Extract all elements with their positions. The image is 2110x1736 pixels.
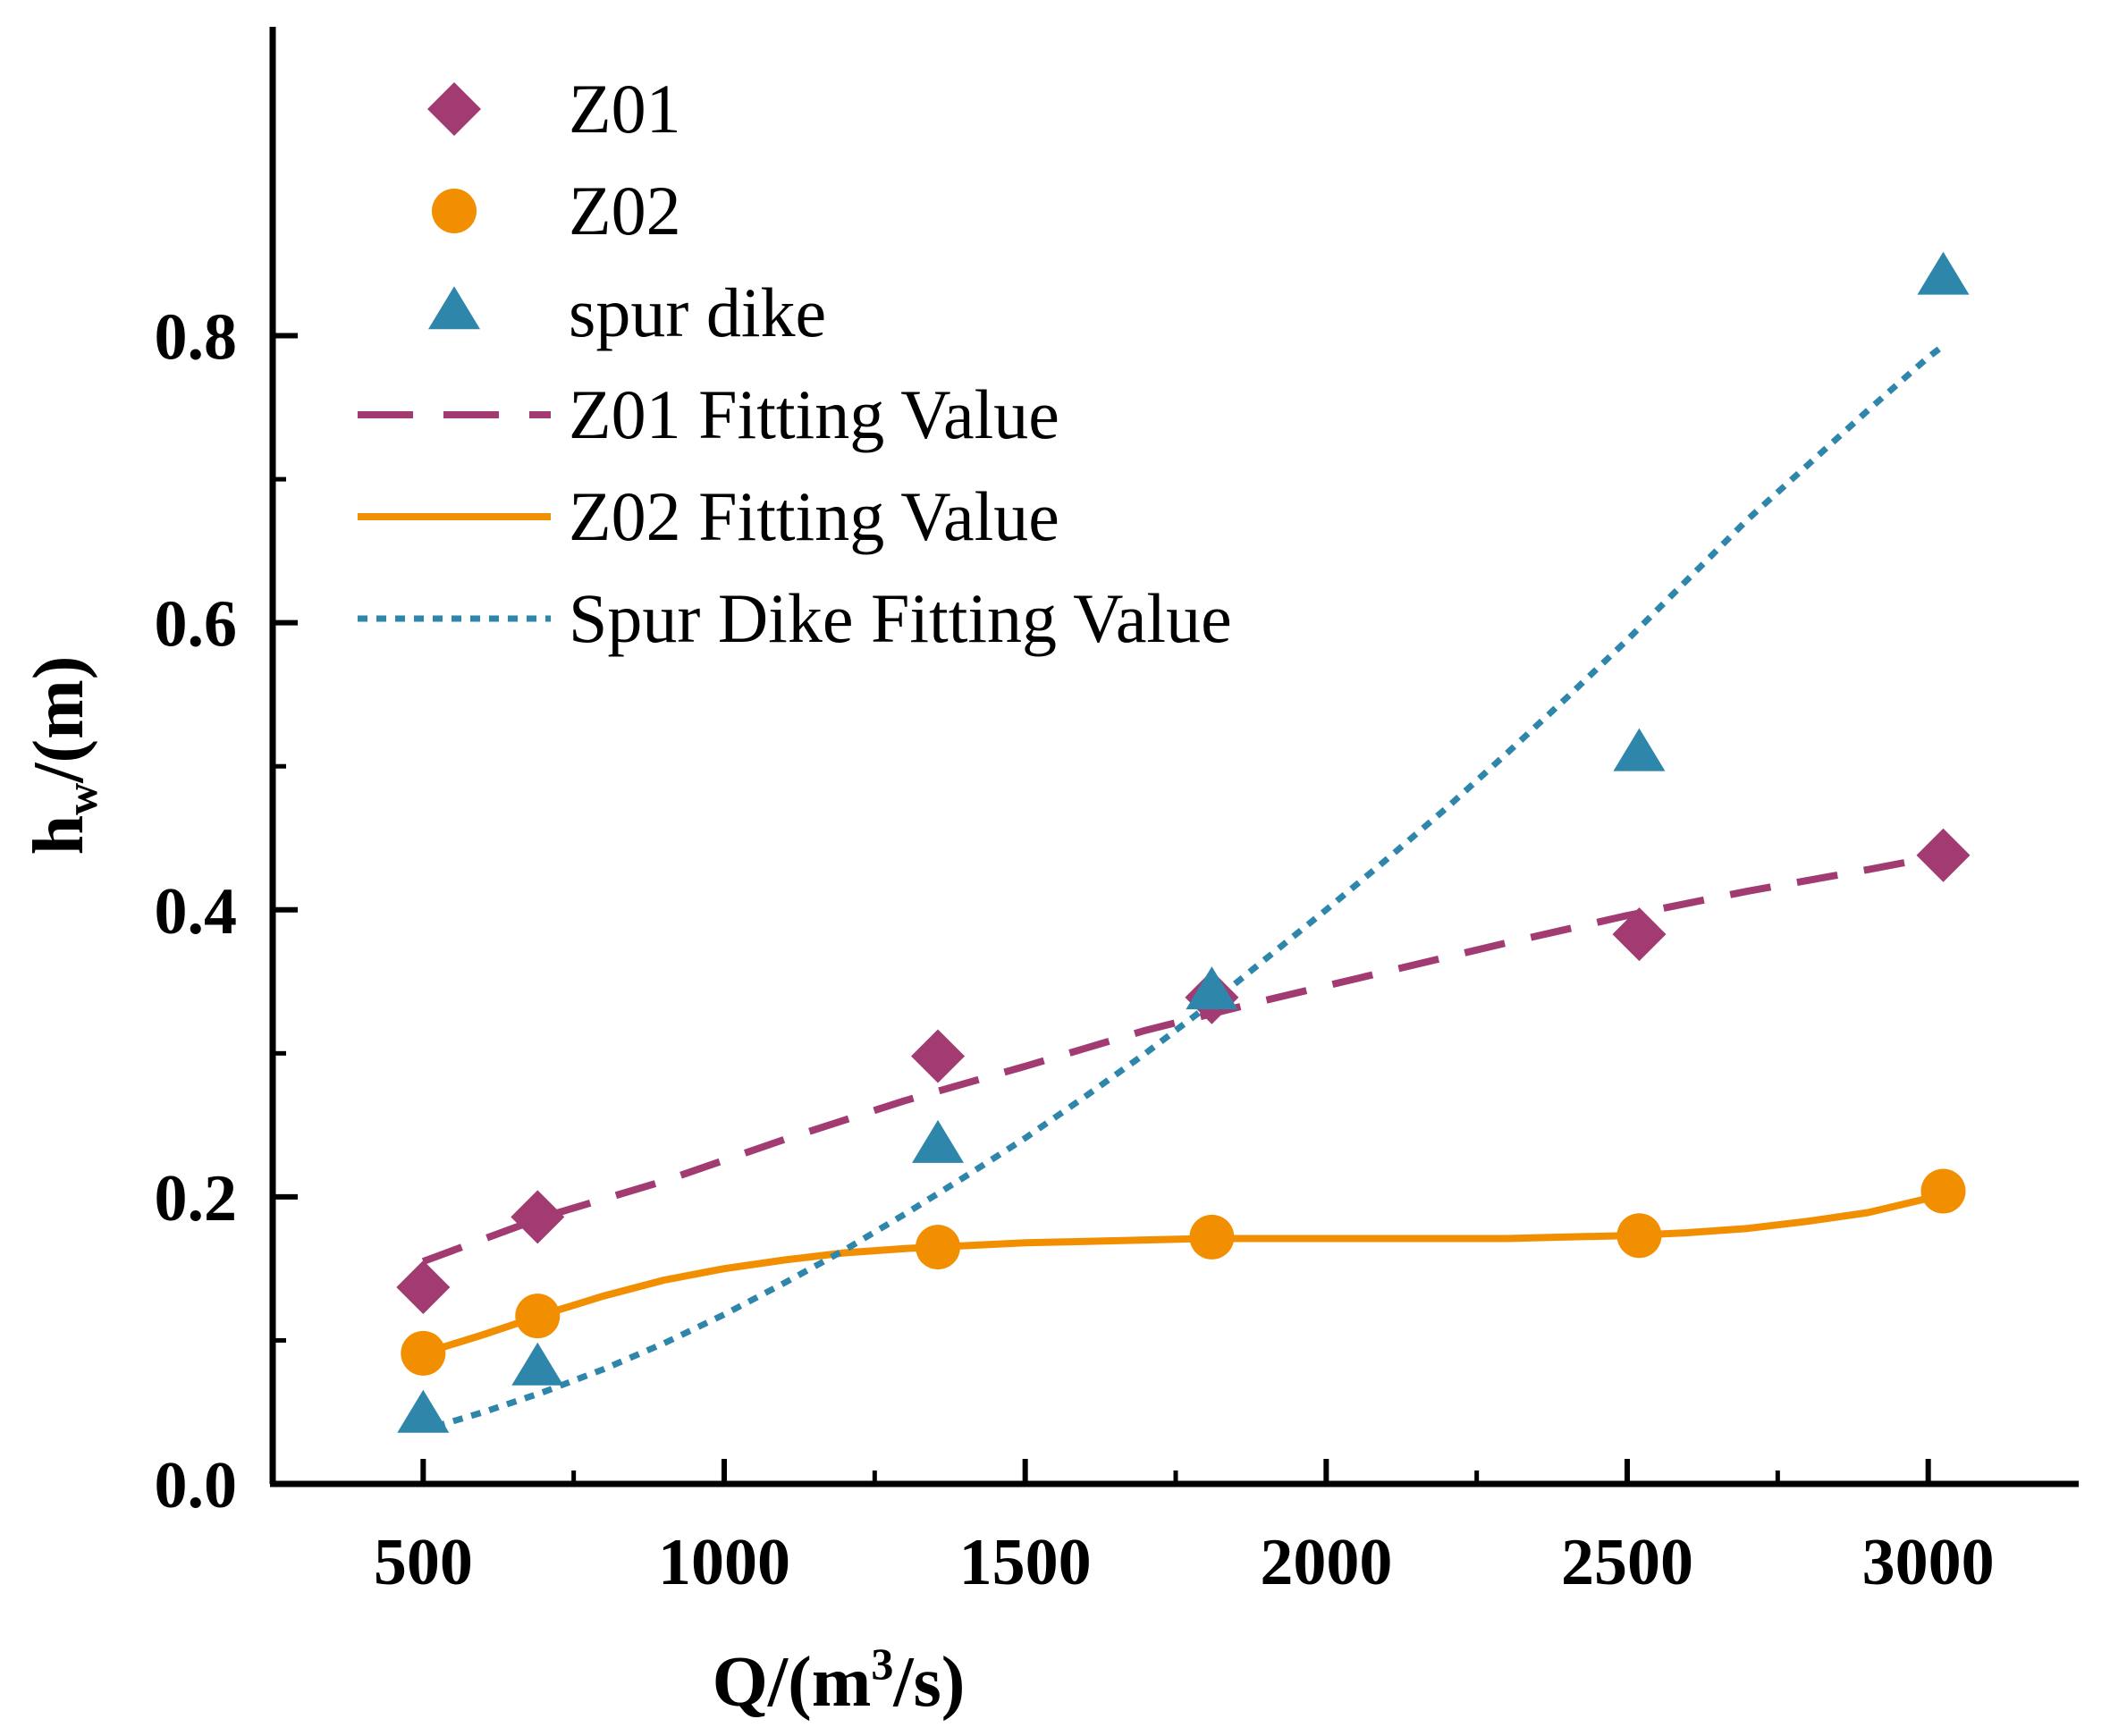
legend-marker xyxy=(432,189,477,233)
data-point-z02 xyxy=(1920,1168,1966,1214)
fit-line-z01-fitting-value xyxy=(421,851,1945,1265)
legend-marker xyxy=(427,82,481,136)
x-tick-label: 500 xyxy=(374,1526,473,1599)
x-axis-title-sup: 3 xyxy=(871,1639,893,1689)
legend: Z01 Z02 spur dike Z01 Fitting Value Z02 Fitt… xyxy=(358,70,1232,657)
data-point-z02 xyxy=(1189,1214,1235,1260)
x-axis-title: Q/(m3/s) xyxy=(713,1639,966,1722)
data-point-z01 xyxy=(1916,828,1971,882)
data-point-spur-dike xyxy=(511,1342,564,1386)
data-point-z01 xyxy=(911,1029,966,1083)
data-point-spur-dike xyxy=(397,1389,450,1433)
legend-label: Z01 Fitting Value xyxy=(569,375,1059,453)
data-point-z01 xyxy=(511,1190,565,1244)
y-axis-title-sub: w xyxy=(56,783,106,815)
data-point-spur-dike xyxy=(1917,251,1970,295)
legend-label: Z02 xyxy=(569,172,681,249)
x-tick-label: 1000 xyxy=(658,1526,790,1599)
x-tick-label: 3000 xyxy=(1862,1526,1995,1599)
legend-label: Z01 xyxy=(569,70,681,147)
y-tick-label: 0.8 xyxy=(155,301,238,375)
plot-markers xyxy=(396,251,1971,1433)
legend-label: spur dike xyxy=(569,274,826,351)
data-point-z01 xyxy=(396,1260,451,1315)
y-tick-label: 0.4 xyxy=(155,875,238,948)
data-point-z02 xyxy=(401,1330,446,1376)
axes xyxy=(269,27,2079,1487)
data-point-spur-dike xyxy=(912,1119,965,1163)
x-tick-label: 1500 xyxy=(959,1526,1092,1599)
y-tick-label: 0.2 xyxy=(155,1162,238,1235)
data-point-z01 xyxy=(1612,907,1667,962)
x-tick-label: 2000 xyxy=(1260,1526,1392,1599)
legend-label: Z02 Fitting Value xyxy=(569,477,1059,555)
legend-marker xyxy=(428,286,480,330)
y-tick-label: 0.0 xyxy=(155,1449,238,1522)
x-tick-label: 2500 xyxy=(1561,1526,1693,1599)
fit-line-z02-fitting-value xyxy=(422,1187,1945,1357)
data-point-spur-dike xyxy=(1186,966,1238,1010)
data-point-spur-dike xyxy=(1613,728,1666,771)
ticks: 500 1000 1500 2000 2500 3000 0.0 0.2 0.4 0.6 0.8 xyxy=(155,301,1995,1599)
legend-label: Spur Dike Fitting Value xyxy=(569,579,1232,657)
y-tick-label: 0.6 xyxy=(155,588,238,662)
data-point-z02 xyxy=(515,1294,561,1339)
data-point-z02 xyxy=(1616,1213,1662,1259)
data-point-z02 xyxy=(916,1225,961,1270)
y-axis-title: hw/(m) xyxy=(20,656,106,855)
